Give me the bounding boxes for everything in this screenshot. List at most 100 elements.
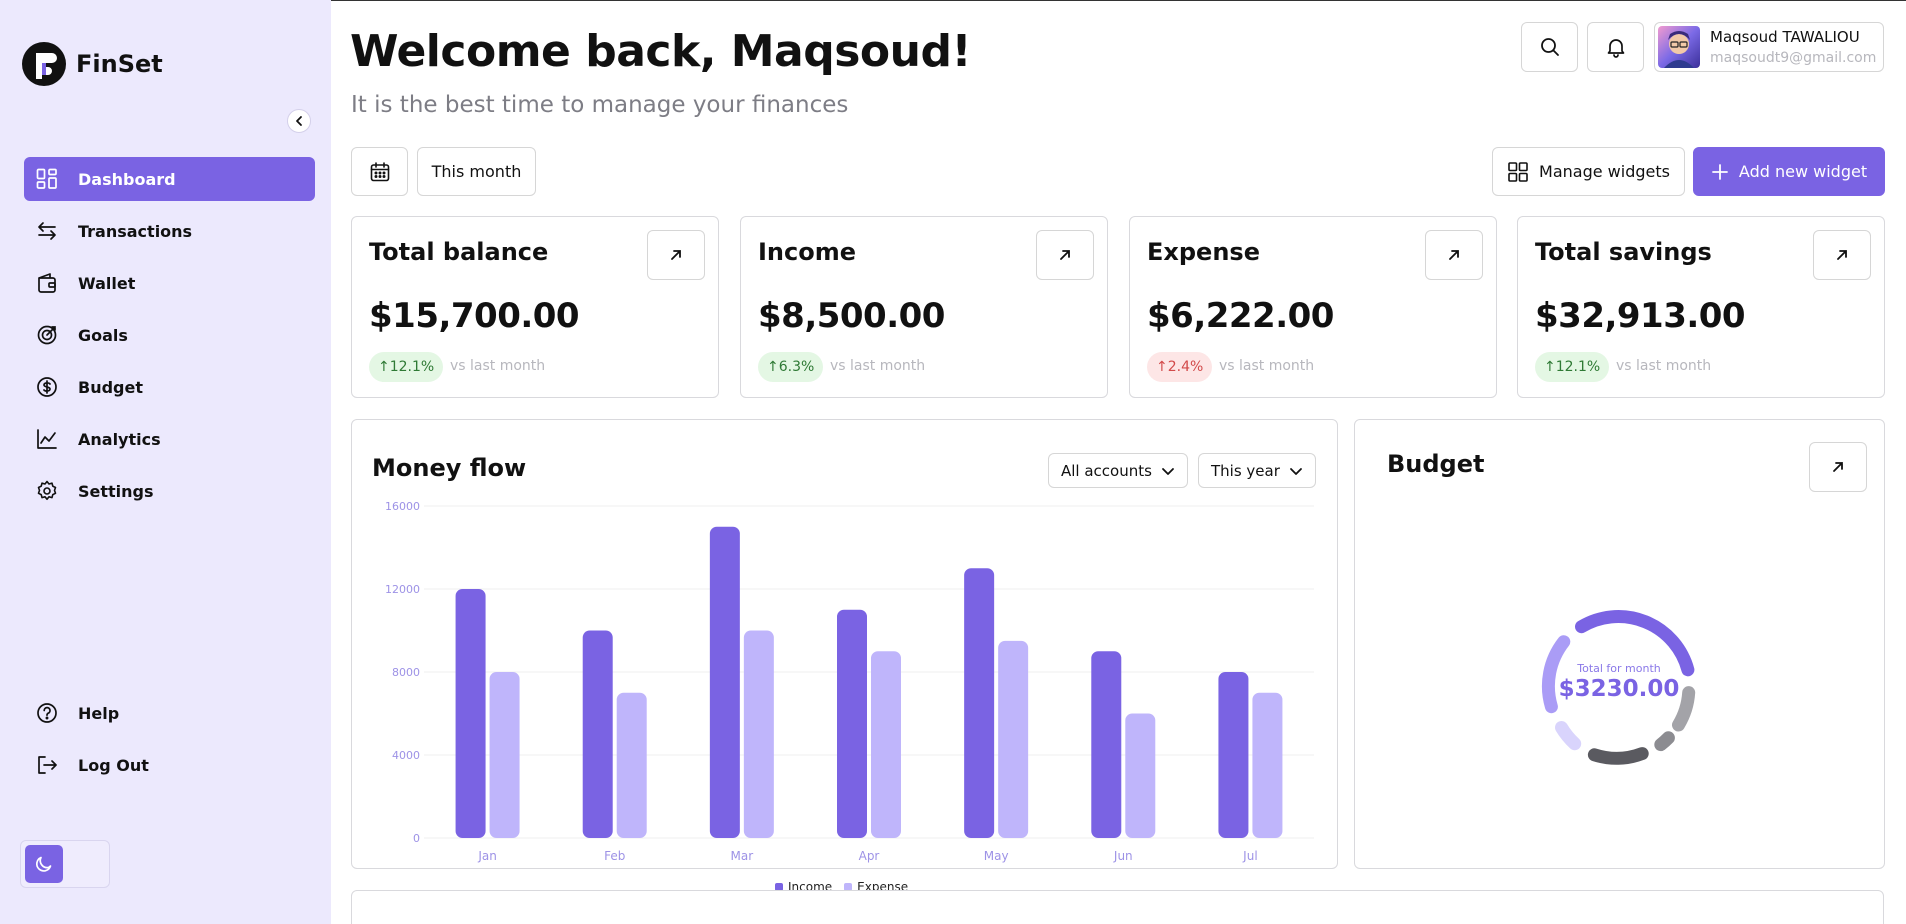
trend-up-icon: ↑ <box>378 359 390 375</box>
card-value: $32,913.00 <box>1535 296 1746 336</box>
money-flow-panel: Money flow All accounts This year 0 4000 8… <box>351 419 1338 869</box>
budget-panel: Budget Total for month $3230.00 <box>1354 419 1885 869</box>
user-name: Maqsoud TAWALIOU <box>1710 28 1860 46</box>
stat-card-total-savings: Total savings $32,913.00 ↑ 12.1% vs last … <box>1517 216 1885 398</box>
sidebar-nav: Dashboard Transactions Wallet Goals Budg… <box>24 157 315 521</box>
settings-icon <box>34 478 60 504</box>
chevron-left-icon <box>296 116 302 126</box>
analytics-icon <box>34 426 60 452</box>
card-title: Total savings <box>1535 238 1712 266</box>
card-value: $6,222.00 <box>1147 296 1334 336</box>
sidebar-item-logout[interactable]: Log Out <box>24 743 315 787</box>
sidebar: FinSet Dashboard Transactions Wallet <box>0 0 331 924</box>
calendar-button[interactable] <box>351 147 408 196</box>
app-logo[interactable]: FinSet <box>22 42 163 86</box>
compare-label: vs last month <box>830 358 926 374</box>
budget-total-value: $3230.00 <box>1558 676 1680 702</box>
accounts-dropdown-value: All accounts <box>1061 461 1152 480</box>
sidebar-item-analytics[interactable]: Analytics <box>24 417 315 461</box>
bar-income-apr[interactable] <box>837 609 867 838</box>
x-tick-label: Jan <box>477 849 497 863</box>
bar-income-jun[interactable] <box>1091 651 1122 838</box>
budget-icon <box>34 374 60 400</box>
arrow-up-right-icon <box>1833 462 1843 472</box>
arrow-up-right-icon <box>1837 250 1847 260</box>
trend-up-icon: ↑ <box>767 359 779 375</box>
bar-expense-jun[interactable] <box>1125 713 1156 839</box>
bar-expense-mar[interactable] <box>743 630 774 839</box>
card-title: Expense <box>1147 238 1260 266</box>
user-profile[interactable]: Maqsoud TAWALIOU maqsoudt9@gmail.com <box>1654 22 1884 72</box>
sidebar-item-help[interactable]: Help <box>24 691 315 735</box>
budget-segment <box>1587 747 1649 765</box>
sidebar-item-transactions[interactable]: Transactions <box>24 209 315 253</box>
accounts-dropdown[interactable]: All accounts <box>1048 453 1188 488</box>
sidebar-item-label: Settings <box>78 481 154 501</box>
sidebar-item-label: Analytics <box>78 429 161 449</box>
wallet-icon <box>34 270 60 296</box>
sidebar-item-goals[interactable]: Goals <box>24 313 315 357</box>
logout-icon <box>34 752 60 778</box>
add-widget-button[interactable]: Add new widget <box>1693 147 1885 196</box>
bar-income-jul[interactable] <box>1218 672 1249 838</box>
open-card-button[interactable] <box>1425 230 1483 280</box>
card-title: Income <box>758 238 857 266</box>
budget-segment <box>1654 731 1675 752</box>
dashboard-icon <box>34 166 60 192</box>
budget-segment <box>1555 721 1582 751</box>
bar-expense-may[interactable] <box>998 640 1029 838</box>
sidebar-item-settings[interactable]: Settings <box>24 469 315 513</box>
x-tick-label: Apr <box>859 849 880 863</box>
open-card-button[interactable] <box>1813 230 1871 280</box>
goals-icon <box>34 322 60 348</box>
sidebar-item-dashboard[interactable]: Dashboard <box>24 157 315 201</box>
window-top-border <box>0 0 1906 1</box>
finset-logo-icon <box>22 42 66 86</box>
change-badge: ↑ 6.3% <box>758 352 824 382</box>
budget-donut-chart <box>1541 610 1696 765</box>
sidebar-item-label: Help <box>78 703 120 723</box>
user-email: maqsoudt9@gmail.com <box>1710 50 1877 66</box>
stat-card-total-balance: Total balance $15,700.00 ↑ 12.1% vs last … <box>351 216 719 398</box>
theme-toggle[interactable] <box>20 840 110 888</box>
bar-expense-jul[interactable] <box>1252 692 1283 838</box>
trend-up-icon: ↑ <box>1156 359 1168 375</box>
arrow-up-right-icon <box>1060 250 1070 260</box>
bar-expense-jan[interactable] <box>489 672 520 838</box>
help-icon <box>34 700 60 726</box>
moon-icon <box>25 845 63 883</box>
open-card-button[interactable] <box>1036 230 1094 280</box>
search-button[interactable] <box>1521 22 1578 72</box>
bar-income-feb[interactable] <box>582 630 613 839</box>
y-tick-label: 8000 <box>392 666 420 679</box>
open-card-button[interactable] <box>647 230 705 280</box>
sidebar-item-budget[interactable]: Budget <box>24 365 315 409</box>
page-subtitle: It is the best time to manage your finan… <box>351 92 849 118</box>
change-badge: ↑ 2.4% <box>1147 352 1213 382</box>
notifications-button[interactable] <box>1587 22 1644 72</box>
period-dropdown[interactable]: This year <box>1198 453 1316 488</box>
card-value: $8,500.00 <box>758 296 945 336</box>
budget-segment <box>1575 610 1695 677</box>
bar-expense-apr[interactable] <box>871 651 901 838</box>
period-button[interactable]: This month <box>417 147 536 196</box>
arrow-up-right-icon <box>671 250 681 260</box>
search-icon <box>1540 38 1559 56</box>
y-tick-label: 16000 <box>385 500 420 513</box>
manage-widgets-button[interactable]: Manage widgets <box>1492 147 1685 196</box>
bar-income-mar[interactable] <box>709 526 740 838</box>
open-budget-button[interactable] <box>1809 442 1867 492</box>
sidebar-item-label: Log Out <box>78 755 149 775</box>
sidebar-item-wallet[interactable]: Wallet <box>24 261 315 305</box>
collapse-sidebar-button[interactable] <box>287 109 311 133</box>
page-title: Welcome back, Maqsoud! <box>350 26 972 77</box>
chevron-down-icon <box>1289 464 1303 478</box>
stat-card-income: Income $8,500.00 ↑ 6.3% vs last month <box>740 216 1108 398</box>
compare-label: vs last month <box>450 358 546 374</box>
bar-expense-feb[interactable] <box>616 692 647 838</box>
bar-income-may[interactable] <box>964 568 995 838</box>
compare-label: vs last month <box>1616 358 1712 374</box>
budget-segment <box>1541 635 1571 714</box>
bar-income-jan[interactable] <box>455 589 486 838</box>
budget-title: Budget <box>1387 450 1485 478</box>
